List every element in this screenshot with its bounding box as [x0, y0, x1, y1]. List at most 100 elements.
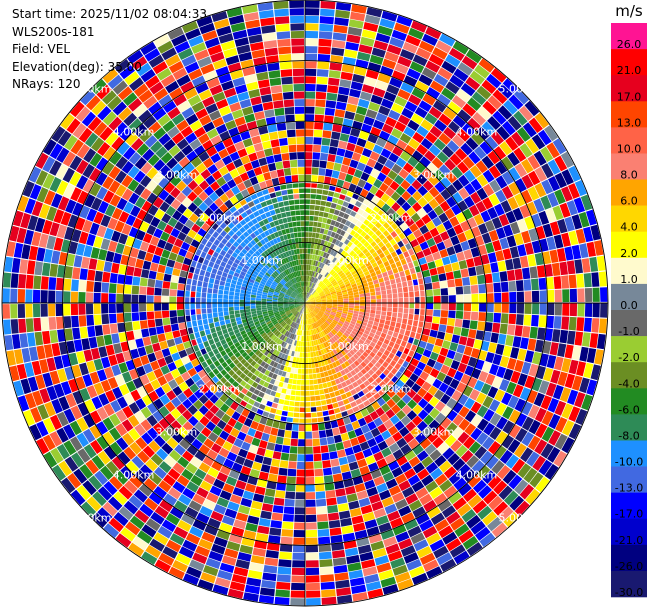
- range-gate: [430, 80, 445, 93]
- range-gate: [380, 315, 386, 320]
- range-gate: [29, 184, 42, 200]
- range-gate: [363, 226, 371, 234]
- range-gate: [359, 308, 365, 313]
- range-gate: [302, 313, 304, 320]
- range-gate: [357, 208, 365, 215]
- range-gate: [370, 291, 376, 296]
- range-gate: [364, 251, 371, 258]
- range-gate: [305, 391, 310, 396]
- range-gate: [82, 219, 93, 233]
- range-gate: [420, 309, 425, 316]
- range-gate: [545, 208, 557, 223]
- range-gate: [213, 336, 220, 343]
- range-gate: [206, 449, 218, 460]
- range-gate: [207, 313, 213, 319]
- range-gate: [386, 226, 394, 234]
- range-gate: [289, 298, 295, 301]
- range-gate: [177, 519, 192, 532]
- range-gate: [324, 107, 335, 116]
- range-gate: [191, 285, 197, 292]
- range-gate: [394, 63, 409, 75]
- range-gate: [194, 331, 201, 339]
- range-gate: [209, 485, 222, 497]
- range-gate: [55, 290, 63, 303]
- range-gate: [259, 330, 265, 336]
- range-gate: [467, 238, 478, 249]
- range-gate: [382, 471, 395, 483]
- range-gate: [309, 215, 314, 221]
- range-gate: [300, 396, 305, 402]
- range-gate: [316, 356, 321, 362]
- range-gate: [298, 424, 305, 432]
- range-gate: [63, 408, 76, 424]
- range-gate: [240, 424, 250, 434]
- range-gate: [220, 377, 228, 384]
- range-gate: [321, 300, 327, 303]
- range-gate: [245, 403, 253, 410]
- range-gate: [118, 264, 127, 275]
- range-gate: [280, 353, 286, 359]
- range-gate: [71, 315, 79, 328]
- range-gate: [315, 260, 319, 267]
- range-gate: [309, 374, 313, 380]
- range-gate: [349, 323, 355, 328]
- range-gate: [320, 349, 325, 355]
- range-gate: [223, 311, 229, 316]
- range-gate: [291, 567, 305, 576]
- range-gate: [162, 120, 176, 133]
- range-gate: [349, 159, 359, 169]
- range-gate: [383, 249, 390, 256]
- range-gate: [317, 326, 322, 333]
- range-gate: [398, 297, 404, 303]
- range-gate: [307, 293, 311, 299]
- range-gate: [176, 403, 187, 415]
- range-gate: [75, 243, 86, 256]
- range-gate: [312, 317, 316, 323]
- range-gate: [452, 41, 469, 55]
- range-gate: [272, 304, 278, 307]
- range-gate: [465, 76, 481, 91]
- range-gate: [548, 430, 561, 446]
- range-gate: [379, 319, 385, 324]
- range-gate: [163, 493, 178, 506]
- range-gate: [57, 130, 72, 147]
- range-gate: [395, 157, 407, 168]
- range-gate: [294, 507, 305, 515]
- range-gate: [313, 328, 317, 335]
- range-gate: [211, 543, 226, 555]
- range-gate: [405, 493, 419, 505]
- range-gate: [90, 247, 100, 259]
- range-gate: [335, 101, 347, 111]
- range-gate: [513, 89, 529, 105]
- range-gate: [463, 488, 477, 503]
- range-gate: [421, 214, 432, 225]
- range-gate: [270, 316, 276, 321]
- range-gate: [179, 270, 188, 278]
- range-gate: [290, 294, 296, 298]
- range-gate: [42, 173, 55, 189]
- range-gate: [305, 297, 307, 303]
- range-gate: [318, 430, 327, 438]
- range-gate: [292, 291, 298, 296]
- range-gate: [365, 299, 371, 303]
- range-gate: [267, 345, 273, 352]
- range-gate: [163, 139, 176, 151]
- range-gate: [418, 278, 424, 285]
- range-gate: [561, 437, 575, 454]
- range-gate: [490, 68, 507, 83]
- range-gate: [318, 290, 324, 294]
- range-gate: [240, 271, 246, 277]
- range-gate: [283, 304, 289, 307]
- range-gate: [507, 115, 522, 131]
- range-gate: [458, 187, 470, 200]
- range-gate: [187, 404, 198, 416]
- range-gate: [254, 333, 261, 339]
- range-gate: [318, 311, 324, 315]
- range-gate: [67, 214, 79, 229]
- range-gate: [177, 309, 185, 317]
- range-gate: [278, 467, 288, 476]
- range-gate: [139, 320, 148, 329]
- range-gate: [371, 338, 378, 344]
- range-gate: [409, 61, 425, 74]
- range-gate: [35, 152, 49, 169]
